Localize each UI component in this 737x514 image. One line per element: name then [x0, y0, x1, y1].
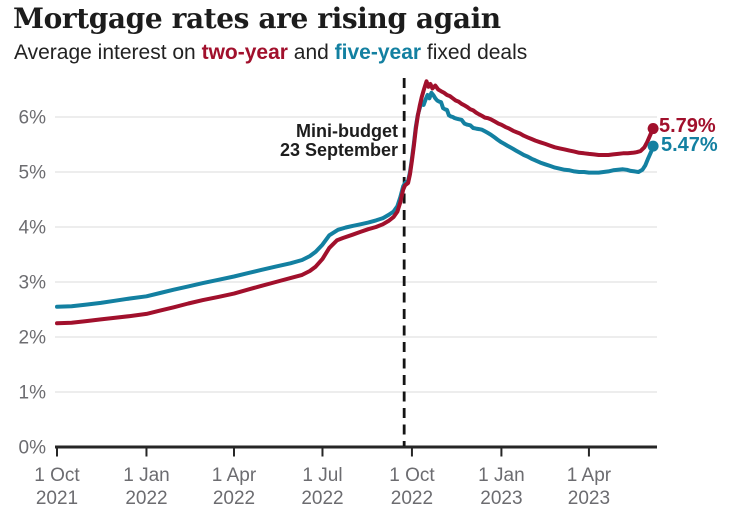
x-tick-label: 1 Oct	[389, 465, 435, 486]
y-tick-label: 5%	[19, 163, 47, 184]
x-tick-label: 1 Jan	[123, 465, 169, 486]
x-tick-label: 2022	[125, 488, 167, 509]
subtitle-text: and	[287, 41, 335, 64]
annotation-line-2: 23 September	[279, 140, 398, 160]
x-tick-label: 1 Jan	[478, 465, 524, 486]
subtitle-text: fixed deals	[421, 41, 528, 64]
y-tick-label: 0%	[19, 438, 47, 459]
five-year-legend-label: five-year	[334, 41, 422, 64]
x-tick-label: 2021	[36, 488, 78, 509]
annotation-line-1: Mini-budget	[296, 121, 398, 141]
five-year-end-value-label: 5.47%	[661, 134, 718, 156]
y-tick-label: 2%	[19, 328, 47, 349]
x-tick-label: 1 Apr	[212, 465, 257, 486]
x-tick-label: 1 Apr	[567, 465, 612, 486]
two-year-end-dot	[647, 123, 659, 135]
x-tick-label: 2023	[568, 488, 610, 509]
two-year-line	[55, 79, 656, 326]
y-tick-label: 4%	[19, 218, 47, 239]
x-tick-label: 1 Oct	[34, 465, 80, 486]
y-tick-label: 3%	[19, 273, 47, 294]
chart-subtitle: Average interest on two-year and five-ye…	[14, 41, 527, 65]
x-tick-label: 2022	[213, 488, 255, 509]
y-tick-label: 6%	[19, 108, 47, 129]
subtitle-text: Average interest on	[14, 41, 202, 64]
five-year-end-dot	[647, 140, 659, 152]
two-year-end-value-label: 5.79%	[659, 115, 716, 137]
x-tick-label: 1 Jul	[302, 465, 342, 486]
mini-budget-annotation: Mini-budget 23 September	[280, 122, 398, 160]
five-year-line	[55, 90, 656, 309]
x-tick-label: 2022	[301, 488, 343, 509]
chart-title: Mortgage rates are rising again	[13, 2, 501, 35]
two-year-legend-label: two-year	[201, 41, 288, 64]
x-tick-label: 2022	[391, 488, 433, 509]
y-tick-label: 1%	[19, 383, 47, 404]
x-tick-label: 2023	[480, 488, 522, 509]
